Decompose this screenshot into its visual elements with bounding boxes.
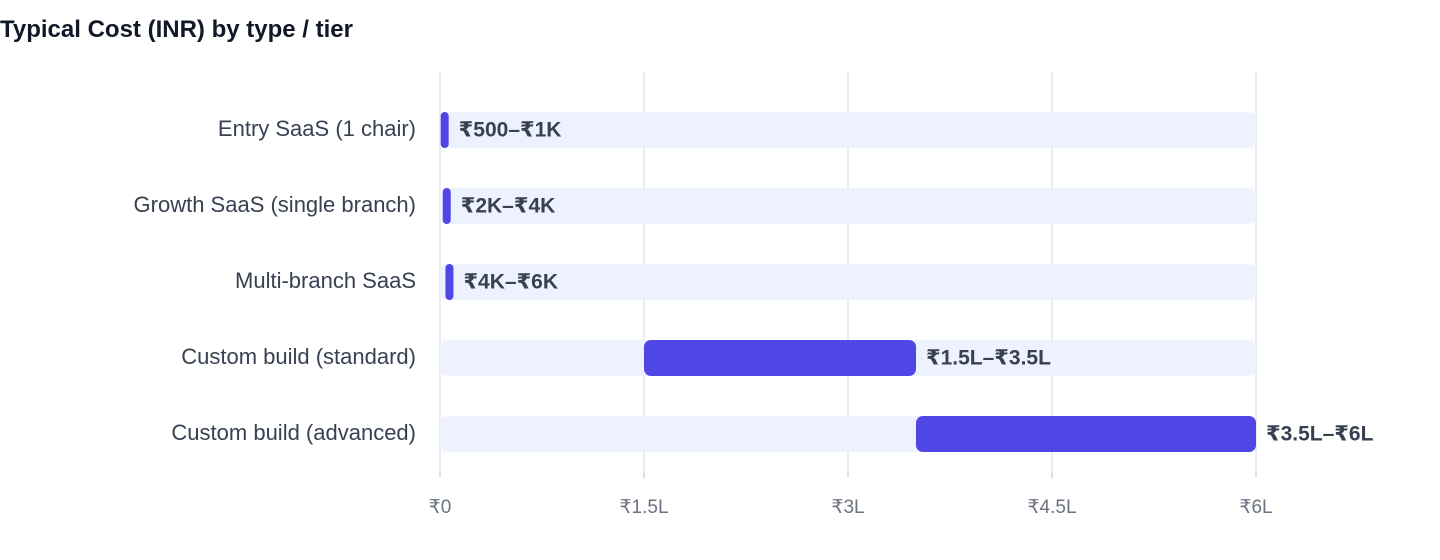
bar-track (440, 264, 1256, 300)
chart-title: Typical Cost (INR) by type / tier (0, 16, 353, 43)
range-bar (445, 264, 454, 300)
range-value-label: ₹2K–₹4K (461, 195, 556, 218)
label-layer: Entry SaaS (1 chair) ₹500–₹1K Growth SaaS … (134, 116, 1374, 446)
x-tick-label: ₹0 (429, 497, 452, 518)
bar-track (440, 188, 1256, 224)
category-label: Growth SaaS (single branch) (134, 192, 416, 217)
category-label: Entry SaaS (1 chair) (218, 116, 416, 141)
range-value-label: ₹500–₹1K (459, 119, 562, 142)
x-tick-label: ₹6L (1239, 497, 1272, 518)
category-label: Custom build (standard) (181, 344, 416, 369)
range-bar (442, 188, 451, 224)
x-tick-label: ₹4.5L (1027, 497, 1076, 518)
range-bar (916, 416, 1256, 452)
range-value-label: ₹3.5L–₹6L (1266, 423, 1374, 446)
x-tick-label: ₹3L (831, 497, 864, 518)
category-label: Multi-branch SaaS (235, 268, 416, 293)
x-axis: ₹0 ₹1.5L ₹3L ₹4.5L ₹6L (429, 472, 1273, 518)
category-label: Custom build (advanced) (171, 420, 416, 445)
x-tick-label: ₹1.5L (619, 497, 668, 518)
bar-layer (440, 112, 1256, 452)
bar-track (440, 112, 1256, 148)
range-bar (440, 112, 449, 148)
range-value-label: ₹4K–₹6K (463, 271, 558, 294)
range-bar (644, 340, 916, 376)
range-value-label: ₹1.5L–₹3.5L (926, 347, 1051, 370)
